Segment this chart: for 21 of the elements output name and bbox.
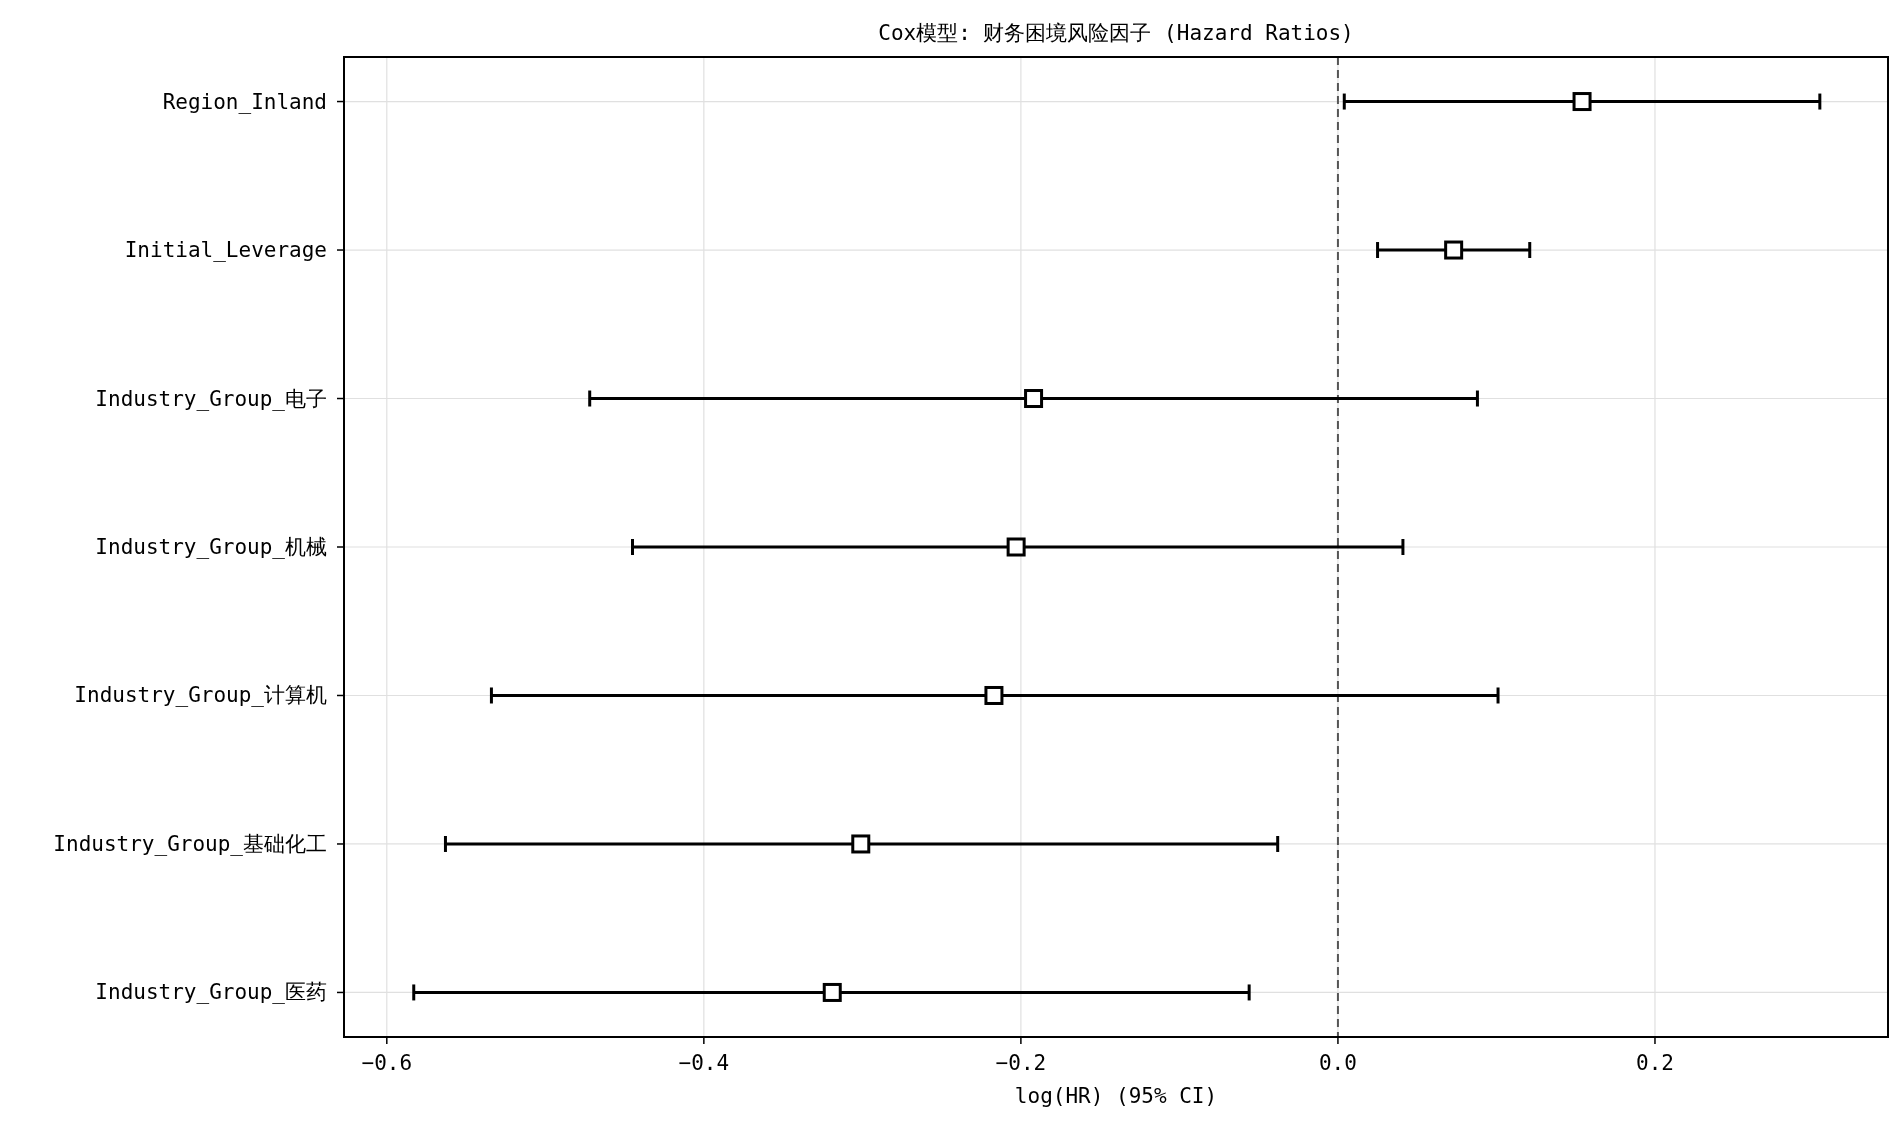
x-tick-label: −0.6 [361, 1051, 413, 1075]
point [1444, 240, 1464, 260]
x-tick-label: 0.2 [1636, 1051, 1674, 1075]
point [822, 982, 842, 1002]
x-axis-title: log(HR) (95% CI) [1014, 1084, 1218, 1108]
y-tick-label: Industry_Group_电子 [95, 386, 327, 411]
y-tick-label: Industry_Group_医药 [95, 980, 327, 1005]
point [984, 685, 1004, 705]
point [1572, 92, 1592, 112]
x-tick-label: 0.0 [1318, 1051, 1357, 1075]
point [851, 834, 871, 854]
y-tick-label: Industry_Group_基础化工 [53, 831, 327, 856]
y-tick-label: Industry_Group_计算机 [74, 683, 327, 708]
x-tick-label: −0.2 [995, 1051, 1047, 1075]
point [1024, 389, 1044, 409]
chart-title: Cox模型: 财务困境风险因子 (Hazard Ratios) [878, 21, 1354, 45]
point [1006, 537, 1026, 557]
y-tick-label: Industry_Group_机械 [95, 535, 327, 559]
y-tick-label: Initial_Leverage [124, 238, 327, 263]
x-tick-label: −0.4 [678, 1051, 730, 1075]
y-tick-label: Region_Inland [162, 89, 327, 114]
